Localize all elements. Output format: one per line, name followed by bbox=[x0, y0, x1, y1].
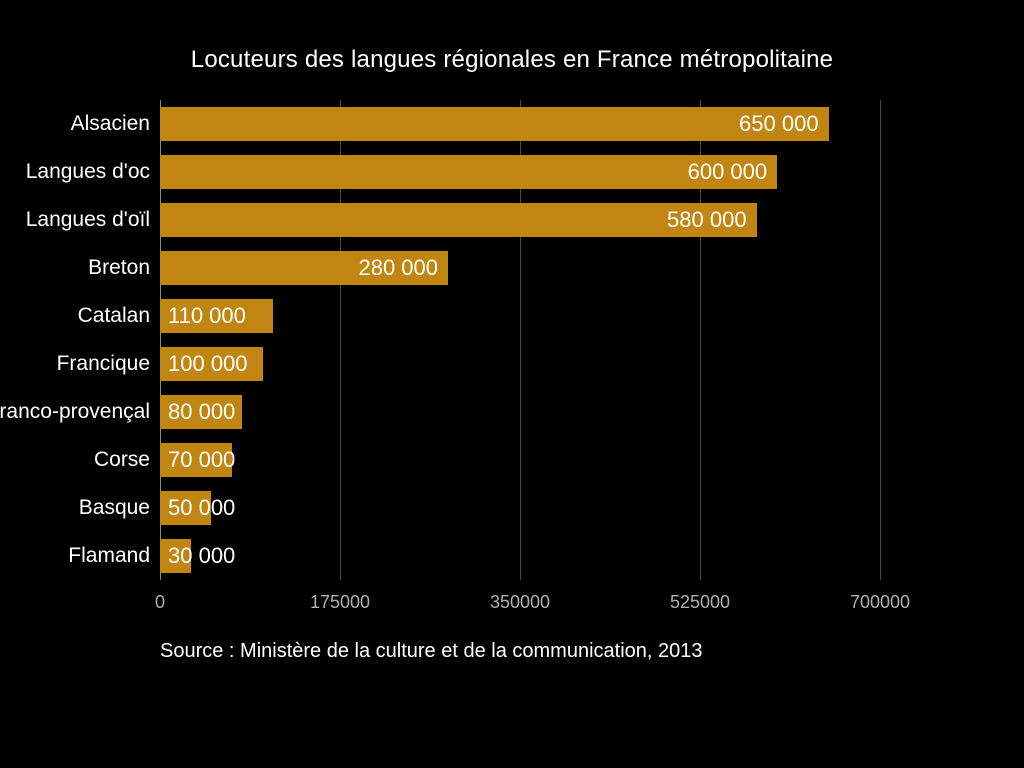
bar-row: Langues d'oïl580 000 bbox=[160, 196, 880, 244]
x-tick: 175000 bbox=[310, 592, 370, 613]
bar-value: 70 000 bbox=[168, 447, 235, 473]
category-label: Corse bbox=[94, 448, 150, 472]
category-label: Basque bbox=[79, 496, 150, 520]
bar-value: 100 000 bbox=[168, 351, 248, 377]
bar-row: Langues d'oc600 000 bbox=[160, 148, 880, 196]
category-label: Catalan bbox=[78, 304, 150, 328]
bar-value: 580 000 bbox=[667, 207, 747, 233]
x-tick: 350000 bbox=[490, 592, 550, 613]
bar-value: 110 000 bbox=[168, 303, 246, 329]
bar-row: Basque50 000 bbox=[160, 484, 880, 532]
x-tick: 525000 bbox=[670, 592, 730, 613]
bar-value: 80 000 bbox=[168, 399, 235, 425]
bar bbox=[160, 107, 829, 141]
plot-area: Alsacien650 000Langues d'oc600 000Langue… bbox=[160, 100, 880, 580]
bar-row: Flamand30 000 bbox=[160, 532, 880, 580]
category-label: Flamand bbox=[68, 544, 150, 568]
chart-container: Locuteurs des langues régionales en Fran… bbox=[0, 0, 1024, 768]
category-label: Langues d'oc bbox=[26, 160, 150, 184]
chart-title: Locuteurs des langues régionales en Fran… bbox=[0, 46, 1024, 74]
bar-row: Corse70 000 bbox=[160, 436, 880, 484]
x-tick: 700000 bbox=[850, 592, 910, 613]
category-label: Langues d'oïl bbox=[26, 208, 150, 232]
x-tick: 0 bbox=[155, 592, 165, 613]
category-label: Francique bbox=[57, 352, 150, 376]
bar-row: Franco-provençal80 000 bbox=[160, 388, 880, 436]
chart-source: Source : Ministère de la culture et de l… bbox=[160, 640, 703, 663]
gridline bbox=[880, 100, 881, 580]
bar-value: 600 000 bbox=[688, 159, 768, 185]
bar-row: Francique100 000 bbox=[160, 340, 880, 388]
x-axis: 0175000350000525000700000 bbox=[160, 592, 880, 622]
bar-value: 650 000 bbox=[739, 111, 819, 137]
bar-row: Alsacien650 000 bbox=[160, 100, 880, 148]
category-label: Breton bbox=[88, 256, 150, 280]
category-label: Franco-provençal bbox=[0, 400, 150, 424]
bar-value: 280 000 bbox=[358, 255, 438, 281]
bar-value: 50 000 bbox=[168, 495, 235, 521]
bar-row: Breton280 000 bbox=[160, 244, 880, 292]
category-label: Alsacien bbox=[71, 112, 150, 136]
bar-value: 30 000 bbox=[168, 543, 235, 569]
bar bbox=[160, 155, 777, 189]
bar-row: Catalan110 000 bbox=[160, 292, 880, 340]
